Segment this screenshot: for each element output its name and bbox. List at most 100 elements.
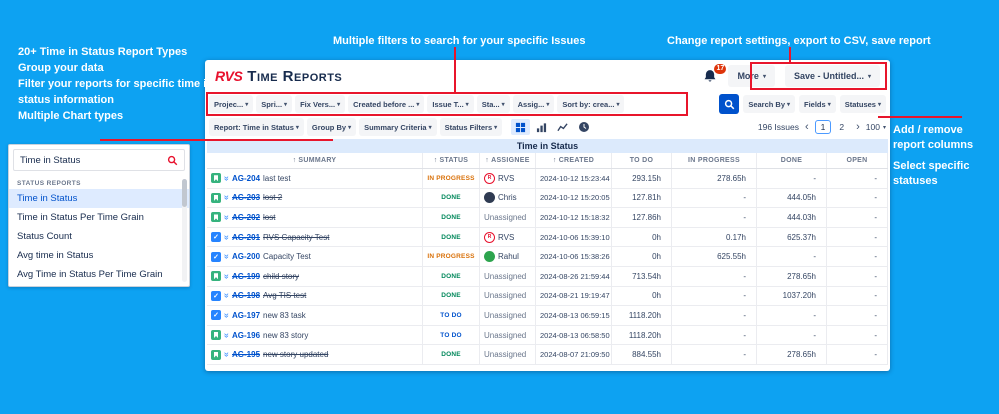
issue-summary: RVS Capacity Test (263, 232, 330, 242)
chevron-down-icon (416, 101, 419, 108)
issue-key-link[interactable]: AG-198 (232, 291, 261, 301)
inprogress-hours-cell: 278.65h (672, 169, 757, 188)
report-setting-button[interactable]: Report: Time in Status (209, 118, 304, 136)
issue-key-link[interactable]: AG-199 (232, 271, 261, 281)
table-row[interactable]: AG-202 lost DONE Unassigned 2024-10-12 1… (207, 208, 888, 228)
annotation-statuses-note: Select specific statuses (893, 160, 970, 187)
scrollbar[interactable] (182, 179, 187, 282)
filter-button[interactable]: Created before ... (348, 95, 425, 113)
column-header[interactable]: TO DO (612, 153, 672, 168)
brand: RVS Time Reports (215, 68, 342, 85)
scrollbar-thumb[interactable] (182, 179, 187, 207)
filter-button[interactable]: Sort by: crea... (557, 95, 625, 113)
done-hours-cell: 444.03h (757, 208, 827, 227)
report-type-option[interactable]: Time in Status (9, 189, 189, 208)
todo-hours-cell: 0h (612, 227, 672, 247)
expand-children-icon[interactable] (222, 352, 231, 357)
issue-key-link[interactable]: AG-204 (232, 173, 261, 183)
page-button[interactable]: 2 (839, 122, 845, 132)
page-size-select[interactable]: 100 (866, 122, 886, 132)
issue-key-link[interactable]: AG-201 (232, 232, 261, 242)
column-header[interactable]: STATUS (423, 153, 480, 168)
inprogress-hours-cell: - (672, 208, 757, 227)
table-row[interactable]: AG-198 Avg TIS test DONE Unassigned 2024… (207, 286, 888, 307)
table-row[interactable]: AG-195 new story updated DONE Unassigned… (207, 345, 888, 365)
column-header[interactable]: CREATED (536, 153, 612, 168)
table-row[interactable]: AG-201 RVS Capacity Test DONE RVS 2024-1… (207, 227, 888, 248)
summary-cell: AG-197 new 83 task (207, 306, 423, 325)
filter-button[interactable]: Fix Vers... (295, 95, 346, 113)
table-view-button[interactable] (511, 119, 531, 135)
save-button[interactable]: Save - Untitled... (784, 65, 880, 87)
assignee-cell: RVS (480, 169, 536, 188)
expand-children-icon[interactable] (222, 176, 231, 181)
line-chart-view-button[interactable] (553, 119, 572, 135)
table-row[interactable]: AG-200 Capacity Test IN PROGRESS Rahul 2… (207, 247, 888, 267)
search-by-button[interactable]: Search By (743, 95, 796, 113)
report-type-option[interactable]: Time in Status Per Time Grain (17, 212, 144, 223)
issue-type-icon (211, 310, 221, 321)
table-view-icon (516, 122, 526, 132)
fields-button[interactable]: Fields (799, 95, 836, 113)
issue-key-link[interactable]: AG-202 (232, 212, 261, 222)
statuses-button[interactable]: Statuses (839, 95, 886, 113)
report-setting-button[interactable]: Group By (306, 118, 357, 136)
prev-page-icon[interactable] (805, 122, 809, 133)
chevron-down-icon (883, 124, 886, 131)
status-badge: DONE (441, 233, 461, 241)
table-row[interactable]: AG-196 new 83 story TO DO Unassigned 202… (207, 325, 888, 346)
expand-children-icon[interactable] (222, 293, 231, 298)
issue-key-link[interactable]: AG-196 (232, 330, 261, 340)
time-reports-window: RVS Time Reports 17 More Save - Untitled… (205, 60, 890, 371)
column-header[interactable]: IN PROGRESS (672, 153, 757, 168)
expand-children-icon[interactable] (222, 195, 231, 200)
column-header[interactable]: DONE (757, 153, 827, 168)
table-row[interactable]: AG-204 last test IN PROGRESS RVS 2024-10… (207, 169, 888, 189)
issue-key-link[interactable]: AG-197 (232, 310, 261, 320)
issue-key-link[interactable]: AG-195 (232, 350, 261, 360)
assignee-name: RVS (498, 232, 515, 242)
expand-children-icon[interactable] (222, 313, 231, 318)
column-header[interactable]: SUMMARY (207, 153, 423, 168)
column-header[interactable]: OPEN (827, 153, 888, 168)
notifications-button[interactable]: 17 (703, 63, 727, 84)
more-button[interactable]: More (728, 65, 775, 87)
assignee-name: Rahul (498, 252, 519, 262)
report-type-option[interactable]: Avg Time in Status Per Time Grain (17, 269, 163, 280)
filter-button[interactable]: Spri... (256, 95, 293, 113)
expand-children-icon[interactable] (222, 333, 231, 338)
report-type-option[interactable]: Status Count (17, 231, 72, 242)
status-cell: IN PROGRESS (423, 169, 480, 188)
issue-key-link[interactable]: AG-203 (232, 193, 261, 203)
done-hours-cell: - (757, 247, 827, 266)
report-setting-button[interactable]: Status Filters (439, 118, 503, 136)
next-page-icon[interactable] (856, 122, 860, 133)
filter-button[interactable]: Projec... (209, 95, 254, 113)
issue-key-link[interactable]: AG-200 (232, 252, 261, 262)
column-header[interactable]: ASSIGNEE (480, 153, 536, 168)
expand-children-icon[interactable] (222, 254, 231, 259)
time-view-button[interactable] (574, 119, 593, 135)
report-setting-button[interactable]: Summary Criteria (359, 118, 437, 136)
report-type-option[interactable]: Avg time in Status (17, 250, 94, 261)
expand-children-icon[interactable] (222, 274, 231, 279)
expand-children-icon[interactable] (222, 215, 231, 220)
assignee-name: Chris (498, 193, 517, 203)
bar-chart-view-button[interactable] (532, 119, 551, 135)
table-row[interactable]: AG-203 lost 2 DONE Chris 2024-10-12 15:2… (207, 188, 888, 209)
search-button[interactable] (719, 94, 740, 114)
report-search-input[interactable] (20, 154, 150, 166)
filter-button[interactable]: Issue T... (427, 95, 474, 113)
report-search-box[interactable] (13, 149, 185, 171)
table-row[interactable]: AG-197 new 83 task TO DO Unassigned 2024… (207, 306, 888, 326)
page-button[interactable]: 1 (814, 120, 832, 134)
issue-summary: new story updated (263, 350, 329, 360)
notification-badge: 17 (714, 63, 727, 74)
bar-chart-icon (537, 122, 547, 132)
expand-children-icon[interactable] (222, 235, 231, 240)
open-hours-cell: - (827, 247, 888, 266)
todo-hours-cell: 127.86h (612, 208, 672, 227)
filter-button[interactable]: Assig... (512, 95, 555, 113)
filter-button[interactable]: Sta... (476, 95, 510, 113)
table-row[interactable]: AG-199 child story DONE Unassigned 2024-… (207, 266, 888, 287)
